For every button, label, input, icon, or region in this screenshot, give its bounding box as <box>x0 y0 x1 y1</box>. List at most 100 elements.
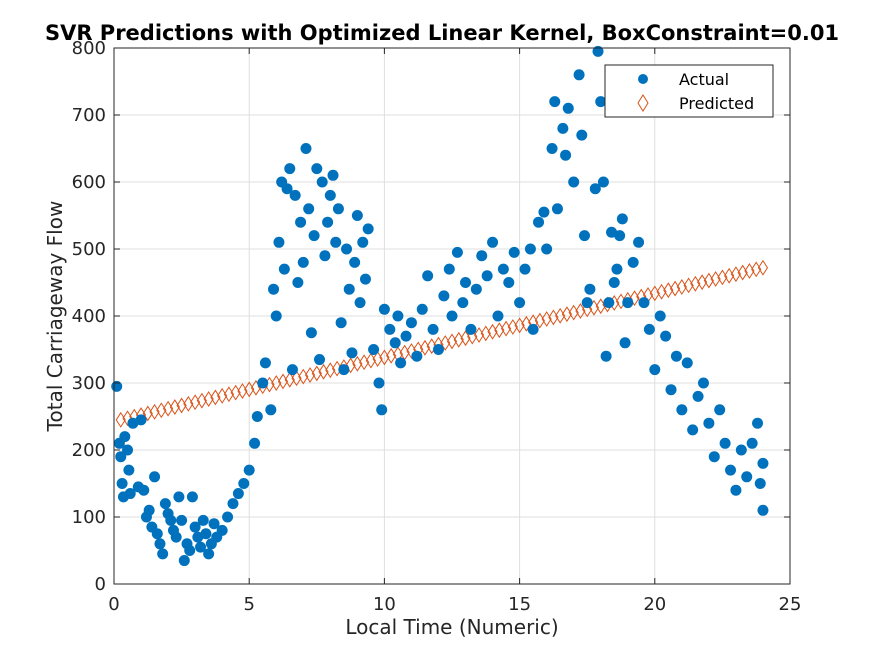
actual-point <box>533 216 545 228</box>
actual-point <box>305 327 317 339</box>
actual-point <box>151 528 163 540</box>
actual-point <box>251 411 263 422</box>
actual-point <box>654 310 666 322</box>
legend-marker-actual <box>638 74 648 84</box>
actual-point <box>752 417 764 429</box>
actual-point <box>265 404 277 416</box>
actual-point <box>368 344 380 355</box>
actual-point <box>487 236 499 248</box>
actual-point <box>270 310 282 322</box>
actual-point <box>257 377 269 389</box>
actual-point <box>195 541 207 553</box>
x-tick-label: 15 <box>508 594 531 615</box>
actual-point <box>460 277 472 288</box>
predicted-series <box>115 259 769 428</box>
actual-point <box>216 524 228 536</box>
actual-point <box>124 488 136 500</box>
actual-point <box>457 297 469 309</box>
actual-point <box>389 337 401 349</box>
actual-point <box>557 122 569 134</box>
actual-point <box>335 317 347 329</box>
actual-point <box>208 518 220 530</box>
actual-point <box>351 210 363 221</box>
actual-point <box>189 521 201 533</box>
actual-point <box>135 414 147 426</box>
y-tick-label: 400 <box>72 306 106 327</box>
actual-point <box>332 203 344 215</box>
actual-point <box>319 250 331 262</box>
actual-point <box>603 297 615 309</box>
actual-point <box>359 273 371 285</box>
actual-point <box>295 216 307 228</box>
actual-point <box>200 528 212 540</box>
actual-point <box>259 357 271 369</box>
actual-point <box>154 538 166 550</box>
actual-point <box>589 183 601 195</box>
legend-label-actual: Actual <box>679 70 729 89</box>
actual-point <box>541 243 553 255</box>
actual-point <box>519 263 531 275</box>
actual-point <box>703 417 715 429</box>
actual-point <box>297 256 309 268</box>
actual-point <box>714 404 726 416</box>
x-tick-label: 20 <box>643 594 666 615</box>
actual-point <box>411 350 423 362</box>
actual-point <box>286 364 298 376</box>
actual-point <box>165 514 177 526</box>
actual-point <box>384 323 396 335</box>
actual-point <box>322 216 334 228</box>
actual-point <box>227 498 239 510</box>
actual-point <box>538 206 550 218</box>
actual-point <box>576 129 588 141</box>
actual-point <box>376 404 388 416</box>
actual-point <box>741 471 753 483</box>
actual-point <box>622 297 634 309</box>
ticks <box>113 47 791 585</box>
actual-point <box>123 464 135 476</box>
actual-point <box>757 457 769 469</box>
x-tick-label: 0 <box>108 594 119 615</box>
actual-point <box>446 310 458 322</box>
actual-point <box>173 491 185 503</box>
actual-point <box>524 243 536 255</box>
y-tick-label: 100 <box>72 507 106 528</box>
actual-point <box>238 478 250 489</box>
actual-point <box>616 213 628 225</box>
actual-point <box>549 96 561 108</box>
actual-point <box>281 183 293 195</box>
actual-point <box>560 149 572 161</box>
actual-point <box>176 514 188 526</box>
actual-point <box>392 310 404 322</box>
actual-point <box>492 310 504 322</box>
actual-point <box>362 223 374 235</box>
actual-point <box>676 404 688 416</box>
actual-point <box>422 270 434 282</box>
actual-point <box>465 323 477 335</box>
actual-point <box>354 297 366 309</box>
actual-point <box>416 303 428 315</box>
x-tick-label: 10 <box>373 594 396 615</box>
actual-point <box>159 498 171 510</box>
actual-point <box>592 45 604 57</box>
actual-point <box>619 337 631 349</box>
actual-point <box>708 451 720 463</box>
actual-point <box>551 203 563 215</box>
y-tick-label: 800 <box>72 38 106 59</box>
actual-point <box>343 283 355 295</box>
actual-point <box>405 317 417 329</box>
actual-point <box>349 256 361 268</box>
actual-point <box>660 330 672 342</box>
actual-point <box>638 297 650 309</box>
x-tick-label: 25 <box>779 594 802 615</box>
legend-marker-predicted <box>637 94 649 112</box>
actual-point <box>725 464 737 476</box>
actual-point <box>665 384 677 396</box>
actual-point <box>595 96 607 108</box>
actual-point <box>451 246 463 258</box>
actual-point <box>232 488 244 500</box>
y-tick-label: 300 <box>72 373 106 394</box>
actual-point <box>197 514 209 526</box>
predicted-point <box>757 259 769 276</box>
actual-point <box>503 277 515 288</box>
